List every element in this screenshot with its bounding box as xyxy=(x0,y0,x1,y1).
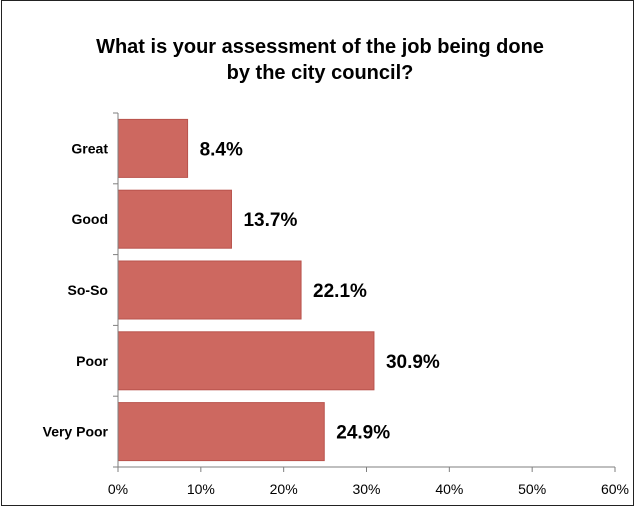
x-tick-label: 0% xyxy=(108,481,128,497)
data-label: 30.9% xyxy=(386,352,440,373)
bar-so-so xyxy=(118,261,301,319)
category-label: Good xyxy=(71,211,108,227)
data-label: 13.7% xyxy=(243,210,297,231)
category-label: So-So xyxy=(68,282,108,298)
x-tick-label: 30% xyxy=(352,481,380,497)
data-label: 22.1% xyxy=(313,281,367,302)
data-label: 8.4% xyxy=(200,139,243,160)
x-tick-label: 40% xyxy=(435,481,463,497)
data-label: 24.9% xyxy=(336,423,390,444)
x-tick-label: 20% xyxy=(270,481,298,497)
x-tick-label: 50% xyxy=(518,481,546,497)
x-tick-label: 60% xyxy=(601,481,629,497)
bar-very-poor xyxy=(118,403,324,461)
bar-great xyxy=(118,119,188,177)
category-label: Poor xyxy=(76,353,108,369)
category-label: Very Poor xyxy=(43,424,109,440)
bar-poor xyxy=(118,332,374,390)
bar-good xyxy=(118,190,231,248)
x-tick-label: 10% xyxy=(187,481,215,497)
category-label: Great xyxy=(71,140,108,156)
